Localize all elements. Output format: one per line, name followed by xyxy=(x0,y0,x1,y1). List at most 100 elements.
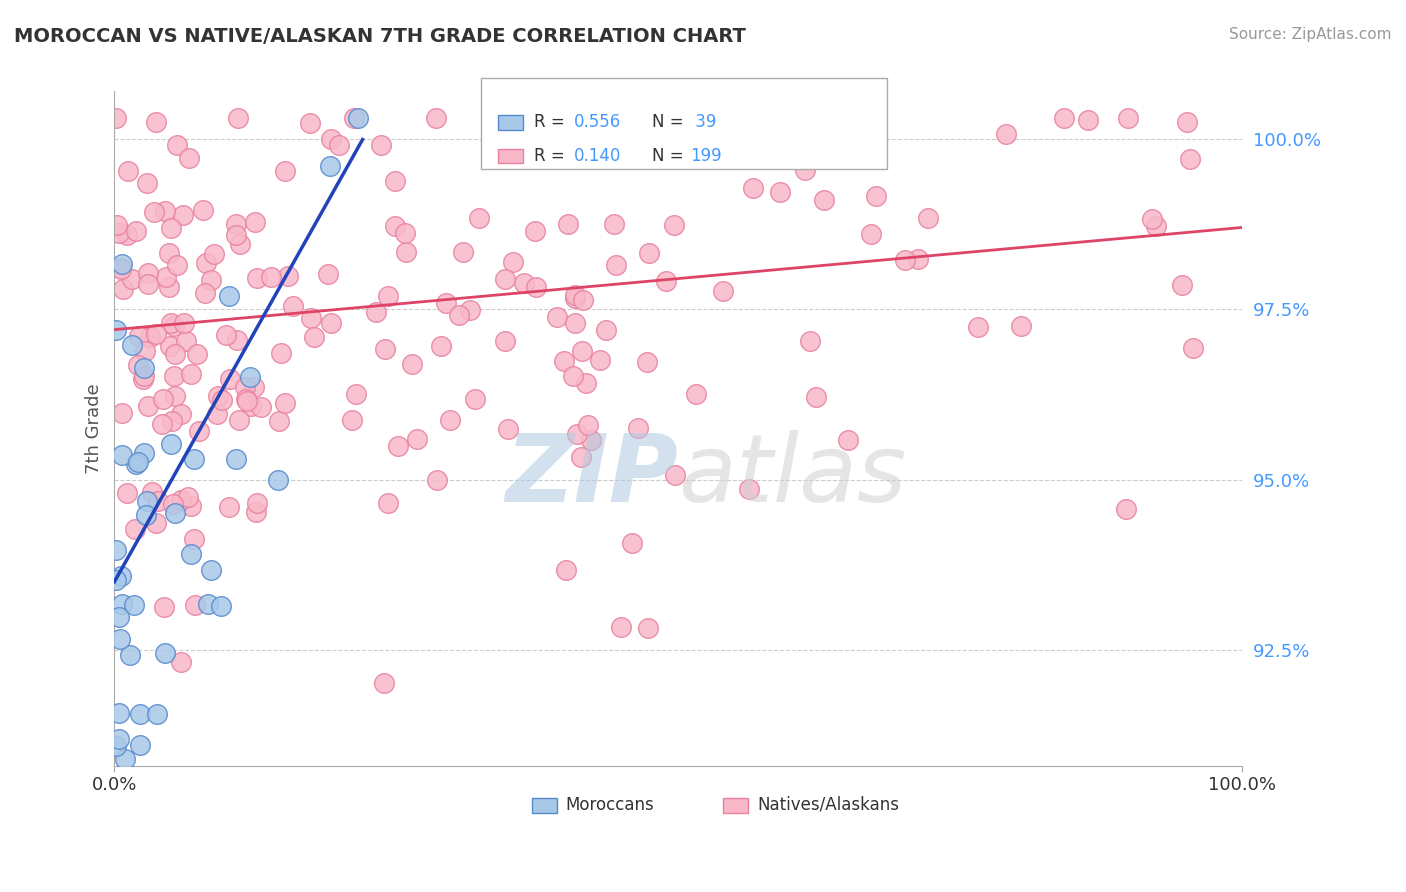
Point xyxy=(302,329,325,343)
Point xyxy=(121,338,143,352)
Point xyxy=(270,345,292,359)
Text: 39: 39 xyxy=(689,113,716,131)
Point xyxy=(439,413,461,427)
Text: atlas: atlas xyxy=(678,430,907,521)
Text: 0.140: 0.140 xyxy=(574,147,621,165)
Point xyxy=(636,354,658,368)
Point xyxy=(235,380,257,394)
Point xyxy=(225,452,247,467)
Point xyxy=(235,392,257,407)
Point xyxy=(240,399,263,413)
Point xyxy=(564,288,586,302)
Point xyxy=(250,400,273,414)
Point xyxy=(104,112,127,126)
Text: Source: ZipAtlas.com: Source: ZipAtlas.com xyxy=(1229,27,1392,42)
Point xyxy=(145,327,167,342)
Point xyxy=(1178,152,1201,166)
Point xyxy=(494,272,516,286)
Point xyxy=(104,543,127,558)
Point xyxy=(575,376,598,391)
Point xyxy=(260,270,283,285)
Point xyxy=(384,174,406,188)
Point xyxy=(114,752,136,766)
Point xyxy=(571,343,593,358)
Point xyxy=(108,731,131,746)
Point xyxy=(128,329,150,343)
Point xyxy=(142,205,165,219)
Point xyxy=(494,334,516,348)
Point xyxy=(553,354,575,368)
Point xyxy=(621,536,644,550)
Point xyxy=(235,394,257,409)
Point xyxy=(152,392,174,406)
Point xyxy=(110,406,132,420)
Point xyxy=(430,338,453,352)
Point xyxy=(664,467,686,482)
Point xyxy=(172,208,194,222)
Point xyxy=(180,368,202,382)
Point xyxy=(1175,114,1198,128)
Point xyxy=(110,632,132,646)
Point xyxy=(145,707,167,722)
Point xyxy=(141,484,163,499)
Point xyxy=(197,597,219,611)
Point xyxy=(132,446,155,460)
Point xyxy=(246,271,269,285)
Point xyxy=(569,450,592,464)
Point xyxy=(636,145,658,159)
Point xyxy=(120,648,142,663)
Point xyxy=(654,274,676,288)
Point xyxy=(177,151,200,165)
Point xyxy=(145,516,167,530)
Point xyxy=(174,334,197,349)
Text: 199: 199 xyxy=(689,147,721,165)
Point xyxy=(163,389,186,403)
Text: N =: N = xyxy=(652,113,689,131)
Point xyxy=(170,493,193,508)
Point xyxy=(170,655,193,669)
Point xyxy=(108,706,131,720)
Point xyxy=(136,494,159,508)
Text: R =: R = xyxy=(534,147,569,165)
Point xyxy=(273,396,295,410)
Point xyxy=(135,176,157,190)
Point xyxy=(603,217,626,231)
Point xyxy=(273,163,295,178)
Point xyxy=(209,599,232,613)
Point xyxy=(447,308,470,322)
Point xyxy=(173,316,195,330)
Point xyxy=(387,439,409,453)
Point xyxy=(994,127,1017,141)
Point xyxy=(111,597,134,611)
Point xyxy=(246,496,269,510)
Point xyxy=(165,347,187,361)
Point xyxy=(180,500,202,514)
Point xyxy=(468,211,491,226)
Point xyxy=(188,424,211,438)
Point xyxy=(111,257,134,271)
Point xyxy=(163,369,186,384)
Point xyxy=(225,227,247,242)
Point xyxy=(589,353,612,368)
Point xyxy=(131,371,153,385)
Point xyxy=(194,256,217,270)
Point xyxy=(405,432,427,446)
Point xyxy=(163,318,186,333)
Point xyxy=(194,286,217,301)
Point xyxy=(112,282,135,296)
Point xyxy=(907,252,929,266)
Point xyxy=(561,369,583,384)
Point xyxy=(298,116,321,130)
Point xyxy=(104,323,127,337)
Point xyxy=(346,112,368,126)
Point xyxy=(917,211,939,225)
Point xyxy=(1116,112,1139,126)
Point xyxy=(225,217,247,231)
Point xyxy=(136,267,159,281)
Point xyxy=(572,293,595,308)
FancyBboxPatch shape xyxy=(531,798,557,813)
Point xyxy=(186,347,208,361)
Point xyxy=(316,267,339,281)
Text: R =: R = xyxy=(534,113,569,131)
Point xyxy=(1010,319,1032,334)
